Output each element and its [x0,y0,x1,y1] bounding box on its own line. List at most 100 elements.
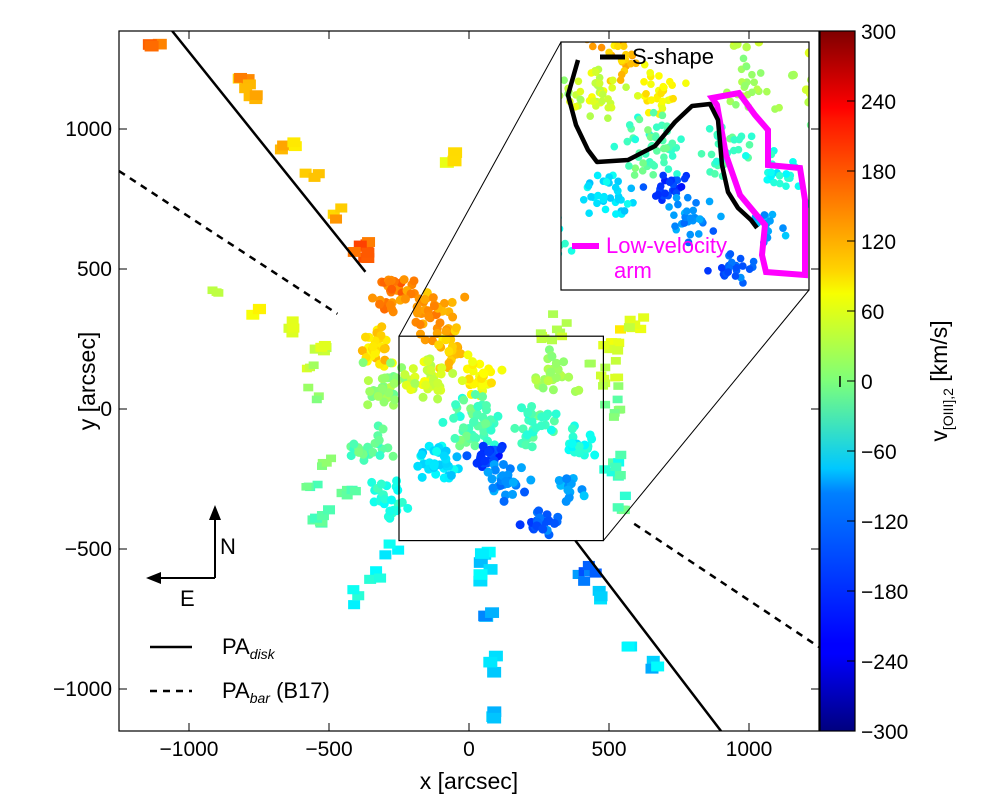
inset-data-point [766,217,774,225]
inset-data-point [597,43,606,52]
inset-data-point [754,42,764,47]
data-point [456,349,466,359]
inset-data-point [652,123,661,131]
data-point [286,316,299,326]
data-point [473,575,488,587]
inset-data-point [633,92,642,100]
data-point [462,451,472,461]
inset-data-point [611,183,620,192]
inset-data-point [550,122,558,130]
inset-data-point [625,32,633,40]
inset-panel: S-shape Low-velocity arm [546,32,810,291]
inset-data-point [547,71,555,79]
y-tick-label: −500 [65,538,112,561]
inset-data-point [717,264,726,272]
data-point [517,403,527,413]
inset-data-point [588,42,597,51]
data-point [531,375,541,385]
data-point [335,203,348,213]
inset-data-point [631,164,640,172]
inset-data-point [593,199,601,208]
data-point [564,372,574,382]
inset-data-point [804,98,809,107]
inset-data-point [551,109,559,117]
data-point [574,441,584,451]
data-point [551,409,561,419]
data-point [347,247,361,257]
x-tick-label: −500 [305,738,352,761]
inset-data-point [585,209,593,218]
data-point [608,413,619,421]
data-point [612,503,624,512]
data-point [347,585,360,595]
data-point [387,284,397,294]
inset-data-point [656,182,665,191]
inset-data-point [763,87,771,96]
colorbar-tick-label: −300 [861,721,908,744]
data-point [346,451,356,461]
data-point [363,400,373,410]
data-point [373,391,383,401]
data-point [459,423,469,433]
data-point [434,340,444,350]
data-point [361,247,375,258]
data-point [522,430,532,440]
s-shape-curve [565,59,759,230]
inset-data-point [546,250,554,258]
data-point [498,459,508,469]
data-point [441,335,451,345]
data-point [488,483,498,493]
inset-data-point [546,259,554,267]
data-point [610,462,622,472]
inset-data-point [669,94,678,103]
data-point [515,520,525,530]
inset-data-point [561,225,564,233]
data-point [377,322,387,332]
data-point [478,441,488,451]
inset-data-point [712,157,721,166]
inset-data-point [640,77,648,86]
inset-data-point [684,238,693,247]
inset-data-point [804,48,809,58]
colorbar-label: v[OIII],2 [km/s] [926,320,956,441]
data-point [457,376,467,386]
data-point [393,485,403,495]
inset-data-point [705,197,714,206]
inset-data-point [549,253,557,261]
data-point [487,712,502,724]
data-point [323,505,336,515]
zoom-region [398,41,810,542]
inset-data-point [598,97,606,106]
data-point [287,323,300,333]
data-point [615,405,626,414]
inset-data-point [599,195,608,204]
inset-data-point [639,183,648,191]
inset-data-point [609,76,617,85]
x-tick-label: 500 [591,738,626,761]
inset-data-point [677,135,685,144]
data-point [595,371,606,380]
inset-data-point [561,222,562,227]
data-point [234,72,248,83]
inset-data-point [726,250,735,258]
inset-data-point [745,140,754,149]
data-point [567,439,577,449]
data-point [508,477,518,487]
data-point [481,419,491,429]
data-point [485,607,500,618]
position-angle-lines [119,31,819,731]
inset-data-point [775,171,784,180]
data-point [379,550,392,560]
data-point [551,325,562,334]
inset-data-point [806,121,809,129]
data-point [392,545,405,555]
data-point [310,513,323,523]
colorbar-tick-label: −240 [861,651,908,674]
inset-data-point [742,62,751,71]
inset-data-point [704,266,712,275]
inset-data-point [807,76,809,84]
data-point [383,539,396,549]
data-point [417,472,427,482]
inset-data-point [732,100,740,109]
